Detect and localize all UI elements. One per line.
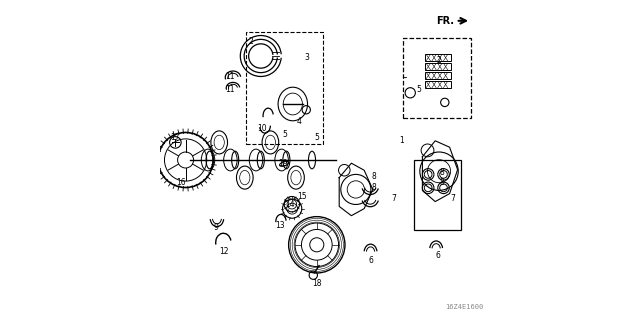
Text: 5: 5 <box>282 130 287 139</box>
Text: 16: 16 <box>176 178 186 187</box>
Text: 13: 13 <box>275 221 285 230</box>
Text: 11: 11 <box>225 85 234 94</box>
Text: 18: 18 <box>312 279 321 288</box>
Text: 12: 12 <box>220 247 228 256</box>
Text: 6: 6 <box>436 252 441 260</box>
Bar <box>425 81 451 88</box>
Text: 11: 11 <box>225 72 234 81</box>
Bar <box>403 38 471 118</box>
Text: 6: 6 <box>369 256 374 265</box>
Text: 17: 17 <box>170 133 180 142</box>
Text: 8: 8 <box>439 168 444 177</box>
Text: 9: 9 <box>214 223 218 232</box>
Text: 7: 7 <box>451 194 455 203</box>
Text: 16Z4E1600: 16Z4E1600 <box>445 304 483 309</box>
Text: 15: 15 <box>298 192 307 201</box>
Text: 1: 1 <box>399 136 404 145</box>
Text: 8: 8 <box>371 183 376 192</box>
Text: 8: 8 <box>439 178 444 187</box>
Bar <box>425 63 451 70</box>
Text: 7: 7 <box>391 194 396 203</box>
Text: 5: 5 <box>417 85 422 94</box>
Text: 5: 5 <box>314 133 319 142</box>
Bar <box>425 72 451 79</box>
Bar <box>425 54 451 61</box>
Text: 2: 2 <box>436 56 441 65</box>
Bar <box>414 160 461 230</box>
Text: 3: 3 <box>305 53 310 62</box>
Text: 8: 8 <box>371 172 376 180</box>
Text: 14: 14 <box>285 200 294 209</box>
Text: 4: 4 <box>297 117 301 126</box>
Text: FR.: FR. <box>436 16 454 26</box>
Text: 2: 2 <box>249 37 253 46</box>
Bar <box>246 32 323 144</box>
Text: 10: 10 <box>257 124 268 132</box>
Text: 19: 19 <box>278 159 288 168</box>
